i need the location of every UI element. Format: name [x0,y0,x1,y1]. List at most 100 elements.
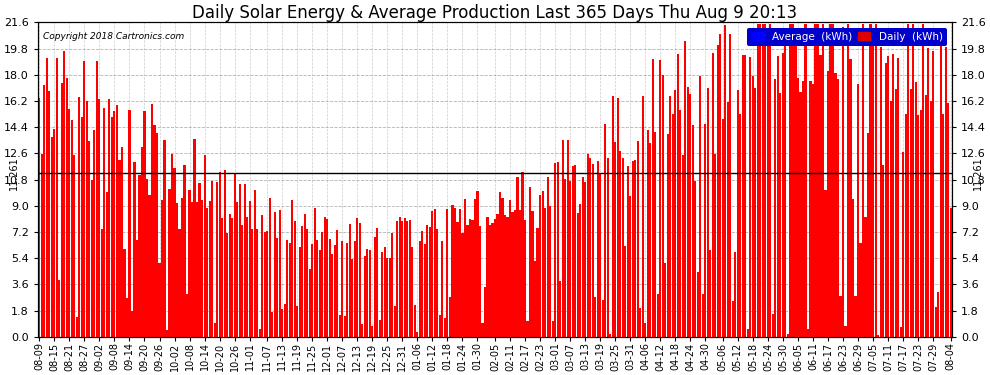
Bar [789,24,791,337]
Bar [429,227,431,337]
Bar [917,116,919,337]
Bar [153,125,155,337]
Bar [379,320,381,337]
Bar [569,181,571,337]
Text: Copyright 2018 Cartronics.com: Copyright 2018 Cartronics.com [43,32,184,41]
Bar [76,317,78,337]
Bar [812,84,814,337]
Bar [671,114,674,337]
Bar [602,300,604,337]
Bar [266,231,268,337]
Bar [353,241,355,337]
Bar [68,109,70,337]
Bar [537,228,539,337]
Bar [324,217,326,337]
Bar [219,172,221,337]
Bar [689,94,691,337]
Bar [419,241,421,337]
Bar [895,88,897,337]
Bar [161,200,163,337]
Bar [852,199,854,337]
Bar [124,249,126,337]
Bar [96,61,98,337]
Bar [830,24,832,337]
Bar [884,63,887,337]
Bar [840,296,842,337]
Bar [484,286,486,337]
Bar [422,231,424,337]
Bar [326,219,329,337]
Bar [73,155,75,337]
Bar [534,261,537,337]
Bar [199,183,201,337]
Bar [900,327,902,337]
Bar [737,90,739,337]
Bar [188,190,191,337]
Bar [374,237,376,337]
Bar [767,38,769,337]
Bar [640,308,642,337]
Bar [702,294,704,337]
Bar [121,147,123,337]
Bar [599,173,601,337]
Bar [697,272,699,337]
Bar [479,226,481,337]
Bar [764,24,766,337]
Bar [529,187,531,337]
Bar [735,252,737,337]
Bar [549,206,551,337]
Bar [321,232,324,337]
Bar [864,217,866,337]
Bar [892,54,894,337]
Bar [666,134,669,337]
Bar [857,84,859,337]
Bar [832,24,834,337]
Bar [787,334,789,337]
Bar [424,244,426,337]
Bar [346,243,348,337]
Bar [409,220,411,337]
Bar [709,250,712,337]
Bar [817,24,819,337]
Bar [60,83,63,337]
Bar [86,101,88,337]
Bar [196,202,198,337]
Bar [176,203,178,337]
Bar [389,258,391,337]
Bar [669,96,671,337]
Bar [296,306,298,337]
Bar [283,304,286,337]
Bar [905,114,907,337]
Bar [216,182,218,337]
Bar [687,87,689,337]
Bar [799,92,802,337]
Bar [396,221,398,337]
Bar [53,129,55,337]
Bar [394,306,396,337]
Bar [361,324,363,337]
Bar [381,252,383,337]
Bar [730,34,732,337]
Bar [659,60,661,337]
Bar [522,172,524,337]
Bar [524,220,526,337]
Bar [762,24,764,337]
Bar [869,24,871,337]
Bar [499,192,501,337]
Bar [507,217,509,337]
Bar [514,210,516,337]
Bar [835,73,837,337]
Bar [366,249,368,337]
Bar [604,124,606,337]
Bar [358,223,361,337]
Bar [827,71,829,337]
Bar [629,196,632,337]
Bar [542,191,544,337]
Bar [244,184,246,337]
Bar [920,111,922,337]
Bar [561,140,563,337]
Bar [779,93,781,337]
Bar [654,132,656,337]
Bar [301,226,303,337]
Bar [749,57,751,337]
